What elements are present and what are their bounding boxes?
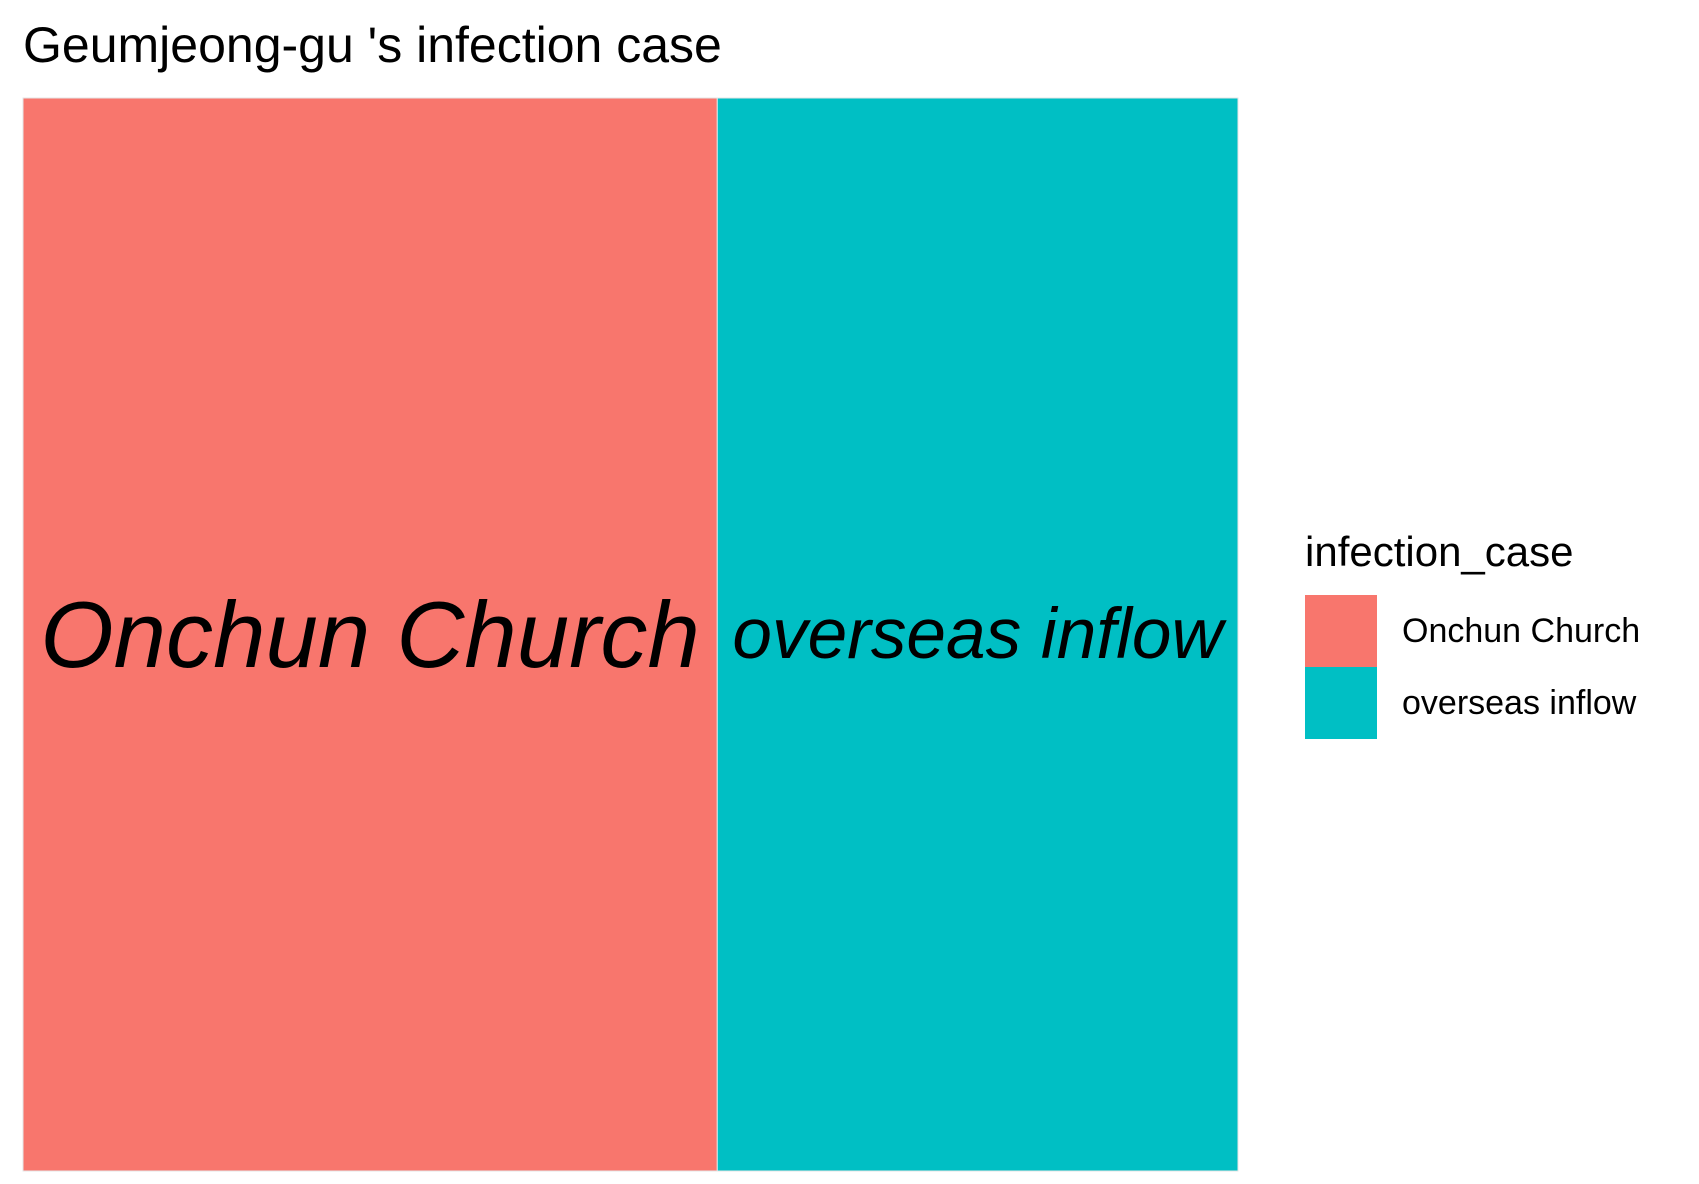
legend-key-1 [1305, 667, 1377, 739]
tile-1 [716, 97, 1239, 1172]
legend-label-0: Onchun Church [1402, 612, 1640, 650]
tile-0 [22, 97, 718, 1172]
chart-title: Geumjeong-gu 's infection case [23, 17, 722, 73]
tile-label-0: Onchun Church [40, 582, 699, 687]
tile-label-1: overseas inflow [732, 595, 1227, 674]
legend-key-0 [1305, 595, 1377, 667]
legend-label-1: overseas inflow [1402, 684, 1637, 722]
legend-title: infection_case [1305, 528, 1574, 575]
treemap-tiles: Onchun Church overseas inflow [22, 97, 1239, 1172]
legend: infection_case Onchun Church overseas inf… [1305, 528, 1640, 739]
